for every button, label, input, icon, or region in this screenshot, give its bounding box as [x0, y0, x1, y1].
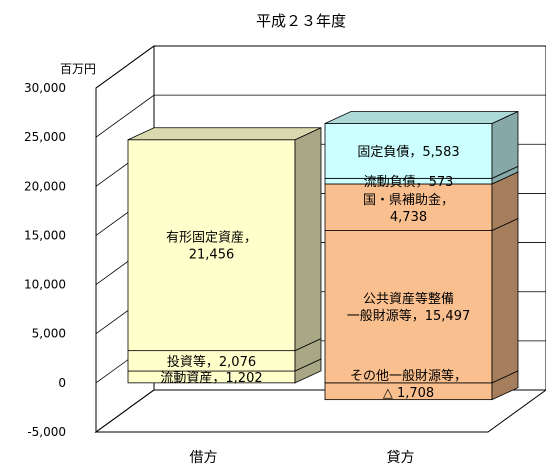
y-tick-label: 10,000: [24, 278, 66, 292]
data-label: 投資等，2,076: [167, 354, 256, 370]
x-tick-label: 貸方: [387, 450, 415, 466]
data-label: 流動資産，1,202: [160, 370, 262, 386]
data-label: 国・県補助金，: [363, 192, 454, 208]
y-tick-label: 30,000: [24, 81, 66, 95]
bar-segment: [324, 110, 519, 179]
segment-side: [491, 217, 519, 384]
segment-top: [127, 127, 322, 141]
segment-front: [324, 230, 493, 384]
data-label: △ 1,708: [383, 386, 434, 401]
y-tick-label: 20,000: [24, 179, 66, 193]
segment-front: [127, 139, 296, 352]
bar-segment: [127, 127, 322, 352]
data-label: 21,456: [189, 248, 235, 263]
data-label: その他一般財源等，: [350, 368, 467, 384]
chart-title: 平成２３年度: [256, 12, 346, 30]
gridline: [95, 94, 546, 138]
y-tick-label: -5,000: [27, 425, 66, 439]
y-tick-label: 0: [58, 376, 66, 390]
bar-segment: [324, 217, 519, 384]
y-axis-unit: 百万円: [60, 62, 96, 76]
y-tick-label: 15,000: [24, 228, 66, 242]
data-label: 一般財源等，15,497: [347, 308, 471, 324]
data-label: 公共資産等整備: [363, 291, 454, 307]
data-label: 固定負債，5,583: [357, 145, 459, 160]
x-tick-labels: 借方 貸方: [190, 450, 415, 466]
y-tick-labels: -5,000 0 5,000 10,000 15,000 20,000 25,000 30,0…: [24, 81, 66, 439]
segment-front: [324, 183, 493, 231]
segment-top: [324, 111, 519, 124]
bar-segment: [324, 171, 519, 232]
y-tick-label: 5,000: [32, 327, 66, 341]
data-label: 有形固定資産，: [166, 230, 257, 246]
stacked-bars: [127, 110, 519, 401]
data-label: 流動負債，573: [364, 175, 454, 190]
segment-side: [294, 127, 322, 352]
gridline: [95, 45, 546, 89]
y-tick-label: 25,000: [24, 130, 66, 144]
x-tick-label: 借方: [190, 450, 218, 466]
data-label: 4,738: [390, 210, 427, 225]
